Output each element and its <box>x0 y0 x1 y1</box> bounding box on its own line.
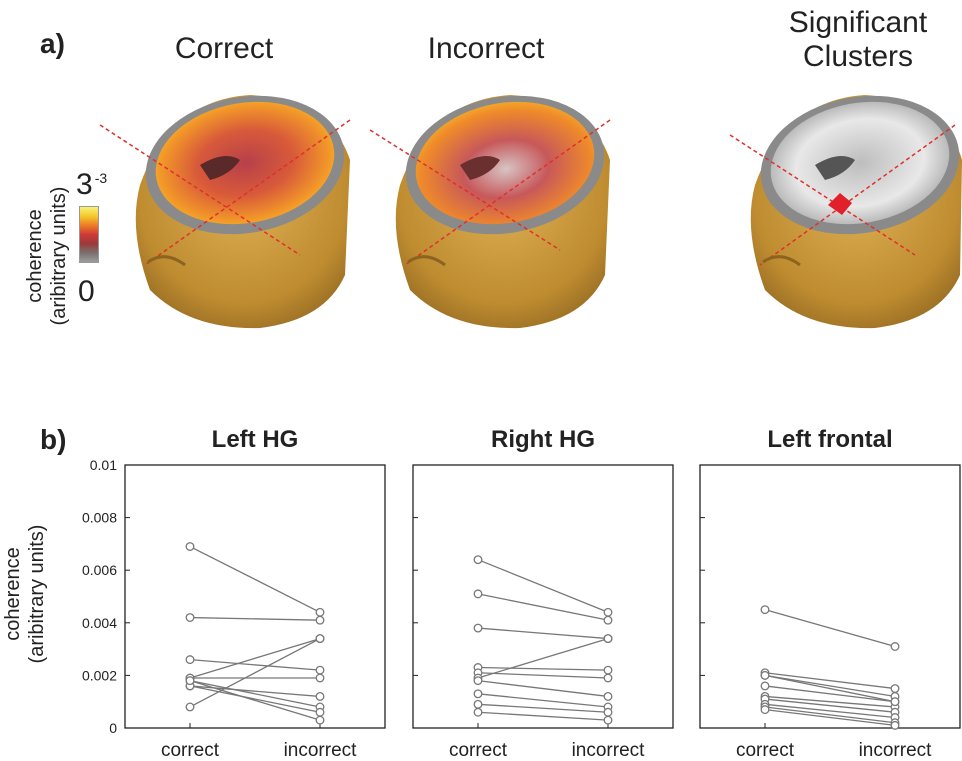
subject-line <box>189 680 321 721</box>
marker-correct <box>185 613 195 622</box>
subject-line <box>477 593 609 621</box>
y-tick-label: 0 <box>109 720 117 736</box>
marker-correct <box>760 705 770 715</box>
subject-line <box>477 627 609 640</box>
marker-correct <box>760 681 770 691</box>
x-tick-label: incorrect <box>572 740 646 761</box>
subject-line <box>189 685 321 698</box>
brain-renderings <box>99 95 962 329</box>
chart-title-left-hg: Left HG <box>211 426 299 453</box>
subject-line <box>764 695 896 708</box>
x-tick-label: correct <box>736 740 795 761</box>
marker-incorrect <box>603 665 613 675</box>
title-significant-clusters: Significant Clusters <box>788 6 928 73</box>
subject-line <box>764 708 896 727</box>
subject-line <box>189 658 321 671</box>
y-tick-label: 0.002 <box>82 667 117 683</box>
marker-incorrect <box>603 673 613 683</box>
marker-correct <box>185 702 195 712</box>
marker-incorrect <box>890 720 900 730</box>
y-tick-label: 0.008 <box>82 510 117 526</box>
subject-line <box>477 672 609 679</box>
plot-frame <box>412 464 674 729</box>
subject-line <box>189 638 321 708</box>
marker-incorrect <box>603 707 613 717</box>
marker-incorrect <box>603 607 613 617</box>
subject-line <box>189 616 321 621</box>
marker-correct <box>473 623 483 633</box>
plot-frame <box>699 464 961 729</box>
subject-line <box>477 693 609 708</box>
marker-correct <box>473 699 483 709</box>
plot-frame <box>124 464 386 729</box>
y-tick-label: 0.006 <box>82 562 117 578</box>
marker-incorrect <box>890 642 900 651</box>
subject-line <box>477 711 609 721</box>
marker-incorrect <box>603 715 613 725</box>
marker-correct <box>473 707 483 717</box>
subject-line <box>189 637 321 679</box>
marker-incorrect <box>315 634 325 644</box>
x-tick-label: incorrect <box>859 740 933 761</box>
y-tick-label: 0.01 <box>90 457 117 473</box>
cluster-marker <box>828 193 852 215</box>
subject-line <box>764 674 896 698</box>
subject-line <box>477 666 609 671</box>
marker-correct <box>473 589 483 599</box>
marker-incorrect <box>890 697 900 707</box>
marker-incorrect <box>315 665 325 675</box>
subject-line <box>764 698 896 713</box>
marker-incorrect <box>315 673 325 683</box>
subject-line <box>764 672 896 690</box>
brain-significant-clusters <box>729 95 962 329</box>
marker-incorrect <box>603 634 613 644</box>
subject-line <box>764 674 896 703</box>
chart-title-left-frontal: Left frontal <box>767 426 893 453</box>
marker-correct <box>760 605 770 615</box>
x-tick-label: incorrect <box>284 740 358 761</box>
colorbar-max-label: 3 -3 <box>76 168 108 201</box>
marker-correct <box>185 655 195 665</box>
marker-correct <box>473 555 483 565</box>
subject-line <box>477 703 609 713</box>
panel-a-label: a) <box>40 28 65 59</box>
marker-incorrect <box>603 691 613 701</box>
marker-incorrect <box>315 607 325 617</box>
brain-correct <box>99 95 351 329</box>
y-tick-label: 0.004 <box>82 615 117 631</box>
subject-line <box>189 685 321 713</box>
marker-correct <box>185 676 195 686</box>
colorbar <box>79 206 99 263</box>
subject-line <box>477 559 609 613</box>
subject-line <box>477 680 609 698</box>
marker-correct <box>185 542 195 551</box>
title-correct: Correct <box>174 32 274 65</box>
panel-b-label: b) <box>40 424 67 455</box>
marker-incorrect <box>603 615 613 625</box>
x-tick-label: correct <box>161 740 220 761</box>
marker-incorrect <box>315 715 325 725</box>
marker-correct <box>473 676 483 686</box>
title-incorrect: Incorrect <box>427 32 545 65</box>
marker-incorrect <box>315 691 325 701</box>
chart-title-right-hg: Right HG <box>491 426 595 453</box>
marker-incorrect <box>315 707 325 717</box>
marker-correct <box>473 689 483 699</box>
brain-incorrect <box>369 95 611 329</box>
subject-line <box>189 545 321 613</box>
marker-incorrect <box>315 615 325 625</box>
subject-line <box>764 706 896 724</box>
subject-line <box>764 609 896 648</box>
subject-line <box>189 680 321 708</box>
subject-line <box>764 685 896 703</box>
marker-incorrect <box>890 684 900 693</box>
colorbar-min-label: 0 <box>78 275 95 308</box>
marker-correct <box>760 670 770 680</box>
subject-line <box>477 637 609 679</box>
subject-line <box>764 703 896 719</box>
x-tick-label: correct <box>449 740 508 761</box>
